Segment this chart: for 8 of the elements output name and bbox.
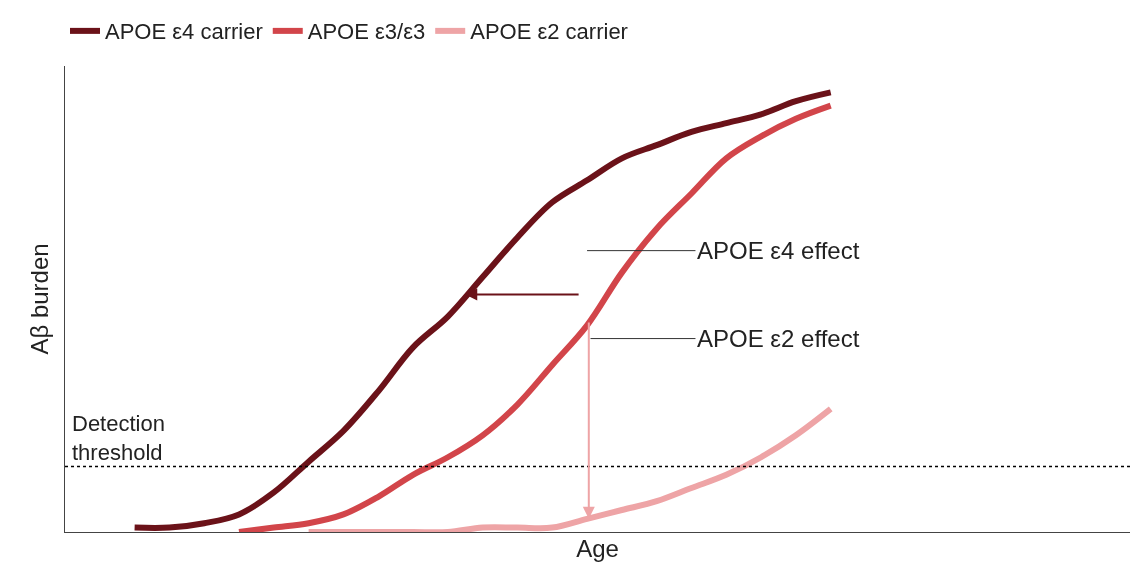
legend-label: APOE ε2 carrier — [470, 19, 628, 45]
y-axis-title: Aβ burden — [26, 243, 54, 355]
annotation: APOE ε2 effect — [697, 325, 860, 352]
legend-label: APOE ε4 carrier — [105, 19, 263, 45]
x-axis-title: Age — [576, 535, 619, 563]
ref-line-label: Detection threshold — [72, 411, 165, 465]
annotation: APOE ε4 effect — [697, 237, 860, 264]
legend-label: APOE ε3/ε3 — [307, 19, 426, 45]
